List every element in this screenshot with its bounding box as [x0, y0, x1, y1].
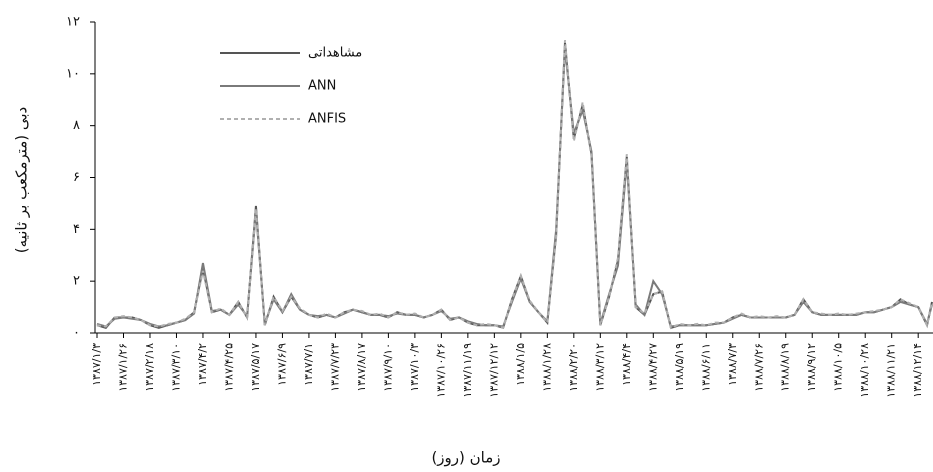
x-tick-label: ۱۳۸۸/۱۰/۵: [832, 343, 845, 392]
x-tick-label: ۱۳۸۸/۷/۲۶: [752, 343, 765, 392]
x-tick-label: ۱۳۸۸/۶/۱۱: [699, 343, 712, 392]
x-tick-label: ۱۳۸۷/۷/۲۳: [328, 343, 341, 392]
x-tick-label: ۱۳۸۷/۱۲/۱۲: [487, 343, 500, 398]
x-tick-label: ۱۳۸۸/۱۰/۲۸: [858, 343, 871, 398]
x-tick-label: ۱۳۸۸/۵/۱۹: [673, 343, 686, 392]
x-tick-label: ۱۳۸۷/۴/۲: [196, 343, 209, 386]
series-line: [96, 40, 933, 330]
y-tick-label: ۴: [73, 222, 80, 237]
y-axis-title: دبی (مترمکعب بر ثانیه): [13, 107, 31, 253]
x-tick-label: ۱۳۸۷/۳/۱۰: [169, 343, 182, 392]
x-tick-label: ۱۳۸۷/۲/۱۸: [143, 343, 156, 392]
x-tick-label: ۱۳۸۸/۱/۲۸: [540, 343, 553, 392]
legend-label: ANFIS: [308, 112, 346, 127]
y-tick-label: ۸: [73, 118, 80, 133]
x-tick-label: ۱۳۸۸/۴/۲۷: [646, 343, 659, 392]
y-tick-label: ۱۰: [66, 66, 80, 81]
y-tick-label: ۱۲: [66, 15, 80, 30]
x-tick-label: ۱۳۸۸/۱/۵: [514, 343, 527, 386]
x-tick-label: ۱۳۸۸/۴/۴: [620, 343, 633, 386]
x-tick-label: ۱۳۸۸/۱۱/۲۱: [885, 343, 898, 398]
x-tick-label: ۱۳۸۷/۴/۲۵: [222, 343, 235, 392]
x-tick-label: ۱۳۸۷/۸/۱۷: [355, 343, 368, 392]
x-tick-label: ۱۳۸۷/۱/۲۶: [116, 343, 129, 392]
x-tick-label: ۱۳۸۷/۱۰/۲۶: [434, 343, 447, 398]
y-tick-label: ۰: [73, 326, 80, 341]
x-tick-label: ۱۳۸۷/۷/۱: [302, 343, 315, 386]
x-axis-title: زمان (روز): [431, 449, 500, 467]
x-tick-label: ۱۳۸۸/۳/۱۲: [593, 343, 606, 392]
x-tick-label: ۱۳۸۷/۱۰/۳: [408, 343, 421, 392]
legend-label: مشاهداتی: [308, 46, 362, 61]
x-tick-label: ۱۳۸۸/۹/۱۲: [805, 343, 818, 392]
x-tick-label: ۱۳۸۷/۵/۱۷: [249, 343, 262, 392]
x-tick-label: ۱۳۸۸/۷/۳: [726, 343, 739, 386]
x-tick-label: ۱۳۸۷/۹/۱۰: [381, 343, 394, 392]
y-tick-label: ۶: [73, 170, 80, 185]
x-tick-label: ۱۳۸۷/۱۱/۱۹: [461, 343, 474, 398]
x-tick-label: ۱۳۸۸/۲/۲۰: [567, 343, 580, 392]
x-tick-label: ۱۳۸۸/۸/۱۹: [779, 343, 792, 392]
legend-label: ANN: [308, 79, 336, 94]
series-line: [96, 47, 933, 328]
x-tick-label: ۱۳۸۸/۱۲/۱۴: [911, 343, 924, 398]
x-tick-label: ۱۳۸۷/۱/۳: [90, 343, 103, 386]
y-tick-label: ۲: [73, 274, 80, 289]
x-tick-label: ۱۳۸۷/۶/۹: [275, 343, 288, 386]
